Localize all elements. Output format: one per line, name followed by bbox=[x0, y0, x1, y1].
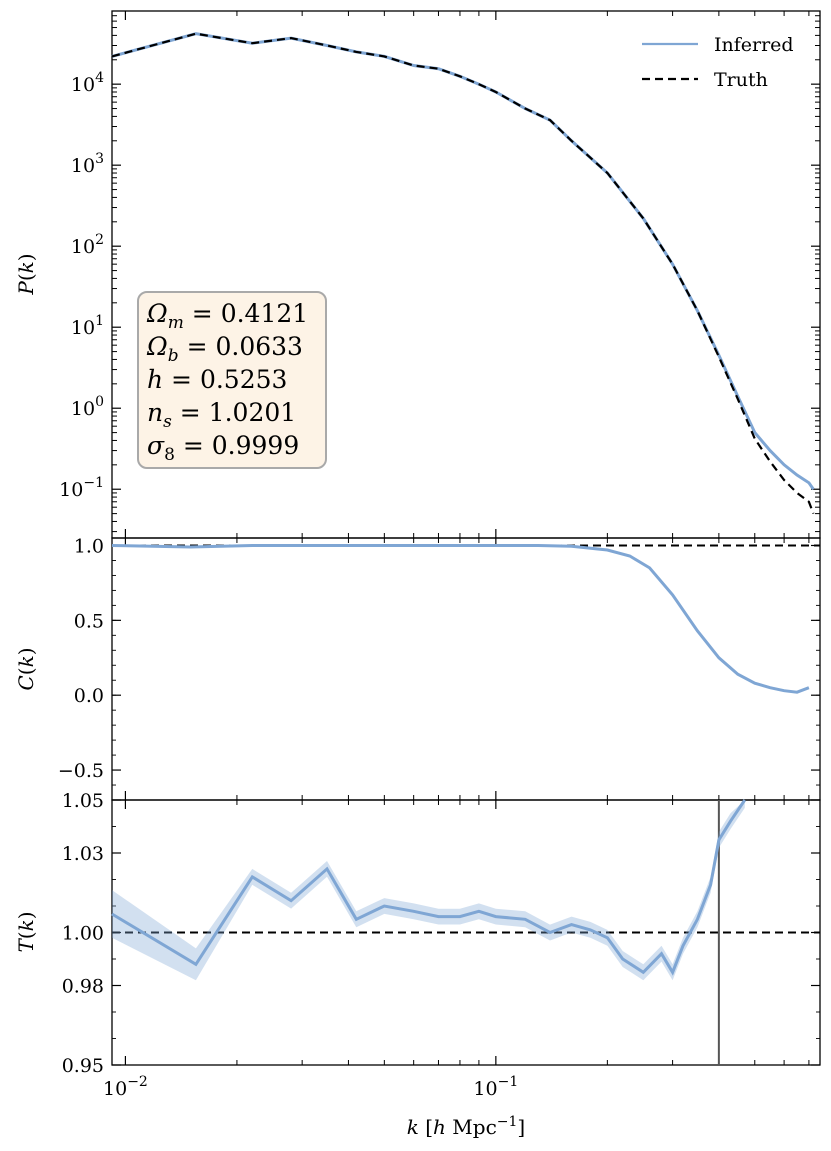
y-tick-label: 1.05 bbox=[62, 790, 104, 812]
series-line-truth bbox=[111, 32, 815, 514]
series-line-inferred bbox=[111, 544, 810, 694]
parameter-box-background bbox=[137, 291, 327, 469]
legend-truth-label: Truth bbox=[714, 69, 768, 91]
y-tick-label: 101 bbox=[71, 313, 104, 339]
x-tick-label: 10−2 bbox=[103, 1074, 148, 1100]
y-tick-label: 1.0 bbox=[74, 535, 104, 557]
parameter-line: h = 0.5253 bbox=[147, 365, 287, 394]
parameter-line: ns = 1.0201 bbox=[147, 398, 296, 432]
legend-inferred-label: Inferred bbox=[714, 34, 794, 56]
parameter-line: σ8 = 0.9999 bbox=[147, 431, 299, 465]
y-tick-label: 0.98 bbox=[62, 976, 104, 998]
power-spectrum-panel: 104 103 102 101 100 10−1 bbox=[59, 11, 820, 538]
uncertainty-band bbox=[112, 800, 745, 981]
series-line-inferred bbox=[111, 799, 747, 976]
y-tick-label: −0.5 bbox=[58, 760, 104, 782]
x-tick-label: 10−1 bbox=[473, 1074, 518, 1100]
legend: Inferred Truth bbox=[642, 34, 794, 91]
ck-axis-label: C(k) bbox=[14, 647, 38, 690]
y-tick-label: 100 bbox=[71, 394, 104, 420]
parameter-line: Ωm = 0.4121 bbox=[146, 299, 308, 333]
y-tick-label: 104 bbox=[71, 70, 104, 96]
parameter-line: Ωb = 0.0633 bbox=[146, 332, 303, 366]
y-tick-label: 0.5 bbox=[74, 610, 104, 632]
y-tick-label: 1.03 bbox=[62, 843, 104, 865]
y-tick-label: 10−1 bbox=[59, 475, 104, 501]
y-tick-label: 102 bbox=[71, 232, 104, 258]
cross-correlation-panel: 1.0 0.5 0.0 −0.5 bbox=[58, 535, 820, 800]
y-tick-label: 0.95 bbox=[62, 1055, 104, 1077]
y-tick-label: 0.0 bbox=[74, 685, 104, 707]
y-tick-label: 103 bbox=[71, 151, 104, 177]
pk-axis-label: P(k) bbox=[14, 253, 38, 295]
y-tick-label: 1.00 bbox=[62, 923, 104, 945]
tk-axis-label: T(k) bbox=[14, 911, 38, 952]
